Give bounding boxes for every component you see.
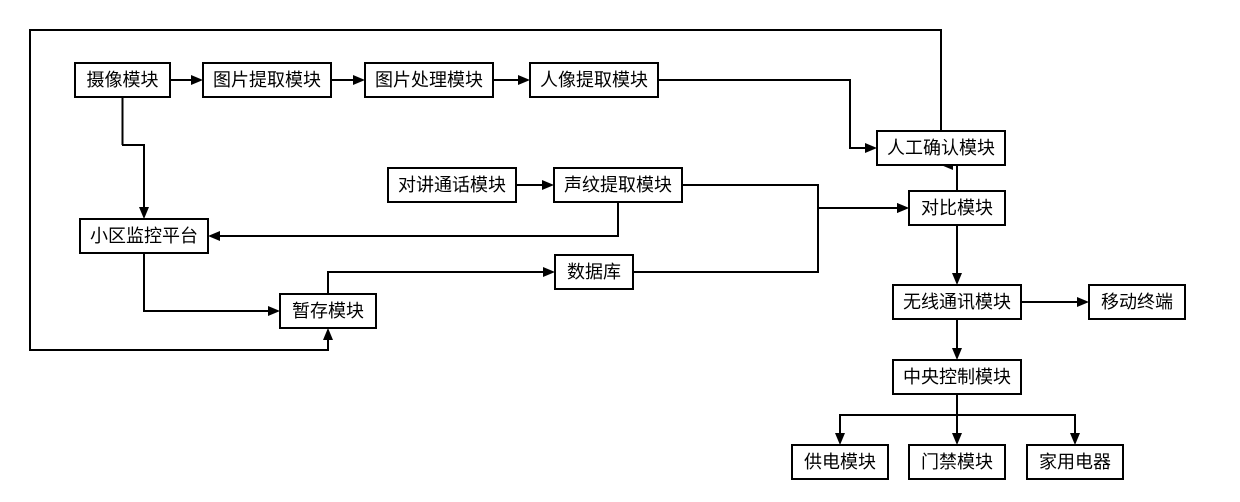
node-camera: 摄像模块 bbox=[75, 63, 170, 97]
node-mobile-label: 移动终端 bbox=[1101, 292, 1173, 312]
node-central-label: 中央控制模块 bbox=[903, 367, 1011, 387]
node-compare-label: 对比模块 bbox=[921, 198, 993, 218]
node-intercom-label: 对讲通话模块 bbox=[398, 175, 506, 195]
edge-wireless-to-mobile bbox=[1021, 297, 1089, 307]
node-wireless-label: 无线通讯模块 bbox=[903, 292, 1011, 312]
node-temp_store-label: 暂存模块 bbox=[292, 301, 364, 321]
node-img_extract: 图片提取模块 bbox=[203, 63, 331, 97]
node-layer: 摄像模块 图片提取模块 图片处理模块 人像提取模块对讲通话模块 声纹提取模块小区监控平台… bbox=[75, 63, 1185, 479]
node-voice_extract: 声纹提取模块 bbox=[554, 168, 682, 202]
node-intercom: 对讲通话模块 bbox=[388, 168, 516, 202]
node-database-label: 数据库 bbox=[567, 262, 621, 282]
edge-database-to-compare bbox=[633, 203, 909, 272]
node-wireless: 无线通讯模块 bbox=[893, 285, 1021, 319]
edge-intercom-to-voice_extract bbox=[516, 180, 554, 190]
node-mobile: 移动终端 bbox=[1089, 285, 1185, 319]
node-access-label: 门禁模块 bbox=[921, 452, 993, 472]
edge-img_process-to-face_extract bbox=[493, 75, 530, 85]
node-access: 门禁模块 bbox=[909, 445, 1005, 479]
edge-camera-to-img_extract bbox=[170, 75, 203, 85]
node-face_extract: 人像提取模块 bbox=[530, 63, 658, 97]
edge-wireless-to-central bbox=[952, 319, 962, 360]
edge-img_extract-to-img_process bbox=[331, 75, 365, 85]
node-power: 供电模块 bbox=[792, 445, 888, 479]
node-power-label: 供电模块 bbox=[804, 452, 876, 472]
node-central: 中央控制模块 bbox=[893, 360, 1021, 394]
node-database: 数据库 bbox=[555, 255, 633, 289]
edge-central-to-power bbox=[835, 394, 957, 445]
node-appliance-label: 家用电器 bbox=[1039, 452, 1111, 472]
node-img_process: 图片处理模块 bbox=[365, 63, 493, 97]
flowchart-diagram: 摄像模块 图片提取模块 图片处理模块 人像提取模块对讲通话模块 声纹提取模块小区监控平台… bbox=[0, 0, 1240, 502]
edge-face_extract-to-manual_confirm bbox=[658, 80, 877, 153]
node-monitor: 小区监控平台 bbox=[80, 219, 208, 253]
edge-voice_extract-to-monitor bbox=[208, 202, 618, 241]
node-manual_confirm-label: 人工确认模块 bbox=[887, 138, 995, 158]
node-voice_extract-label: 声纹提取模块 bbox=[564, 175, 672, 195]
node-temp_store: 暂存模块 bbox=[280, 294, 376, 328]
edge-temp_store-to-database bbox=[328, 267, 555, 294]
node-manual_confirm: 人工确认模块 bbox=[877, 131, 1005, 165]
node-appliance: 家用电器 bbox=[1027, 445, 1123, 479]
node-monitor-label: 小区监控平台 bbox=[90, 226, 198, 246]
edge-compare-to-wireless bbox=[952, 225, 962, 285]
node-img_process-label: 图片处理模块 bbox=[375, 70, 483, 90]
node-face_extract-label: 人像提取模块 bbox=[540, 70, 648, 90]
edge-monitor-to-temp_store bbox=[144, 253, 280, 316]
edge-camera-to-monitor bbox=[122, 97, 149, 219]
node-camera-label: 摄像模块 bbox=[87, 70, 159, 90]
node-compare: 对比模块 bbox=[909, 191, 1005, 225]
node-img_extract-label: 图片提取模块 bbox=[213, 70, 321, 90]
edge-central-to-appliance bbox=[957, 394, 1080, 445]
